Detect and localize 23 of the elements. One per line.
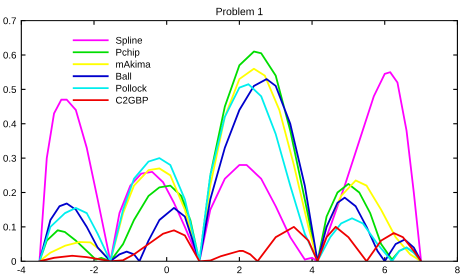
legend-label: Spline <box>116 36 142 46</box>
x-tick-label: -2 <box>90 266 98 274</box>
y-tick-label: 0.3 <box>3 154 16 162</box>
legend-label: Pchip <box>116 48 140 58</box>
y-tick-label: 0.6 <box>3 52 16 59</box>
y-tick-label: 0.4 <box>3 120 16 128</box>
line-series <box>38 226 422 262</box>
x-tick-label: -4 <box>17 266 26 274</box>
legend-label: C2GBP <box>116 96 148 104</box>
legend-label: Ball <box>116 72 132 80</box>
x-tick-label: 4 <box>310 266 314 274</box>
y-tick-label: 0.2 <box>3 189 16 196</box>
x-tick-label: 0 <box>164 266 170 274</box>
y-tick-label: 0 <box>11 258 16 265</box>
legend-label: mAkima <box>116 60 151 68</box>
x-tick-label: 2 <box>237 266 242 274</box>
x-tick-label: 8 <box>455 266 460 274</box>
x-tick-label: 6 <box>382 266 388 274</box>
chart-title: Problem 1 <box>216 8 263 16</box>
y-tick-label: 0.5 <box>3 86 16 93</box>
legend-label: Pollock <box>116 84 147 92</box>
y-tick-label: 0.7 <box>3 17 16 24</box>
y-tick-label: 0.1 <box>3 224 16 230</box>
